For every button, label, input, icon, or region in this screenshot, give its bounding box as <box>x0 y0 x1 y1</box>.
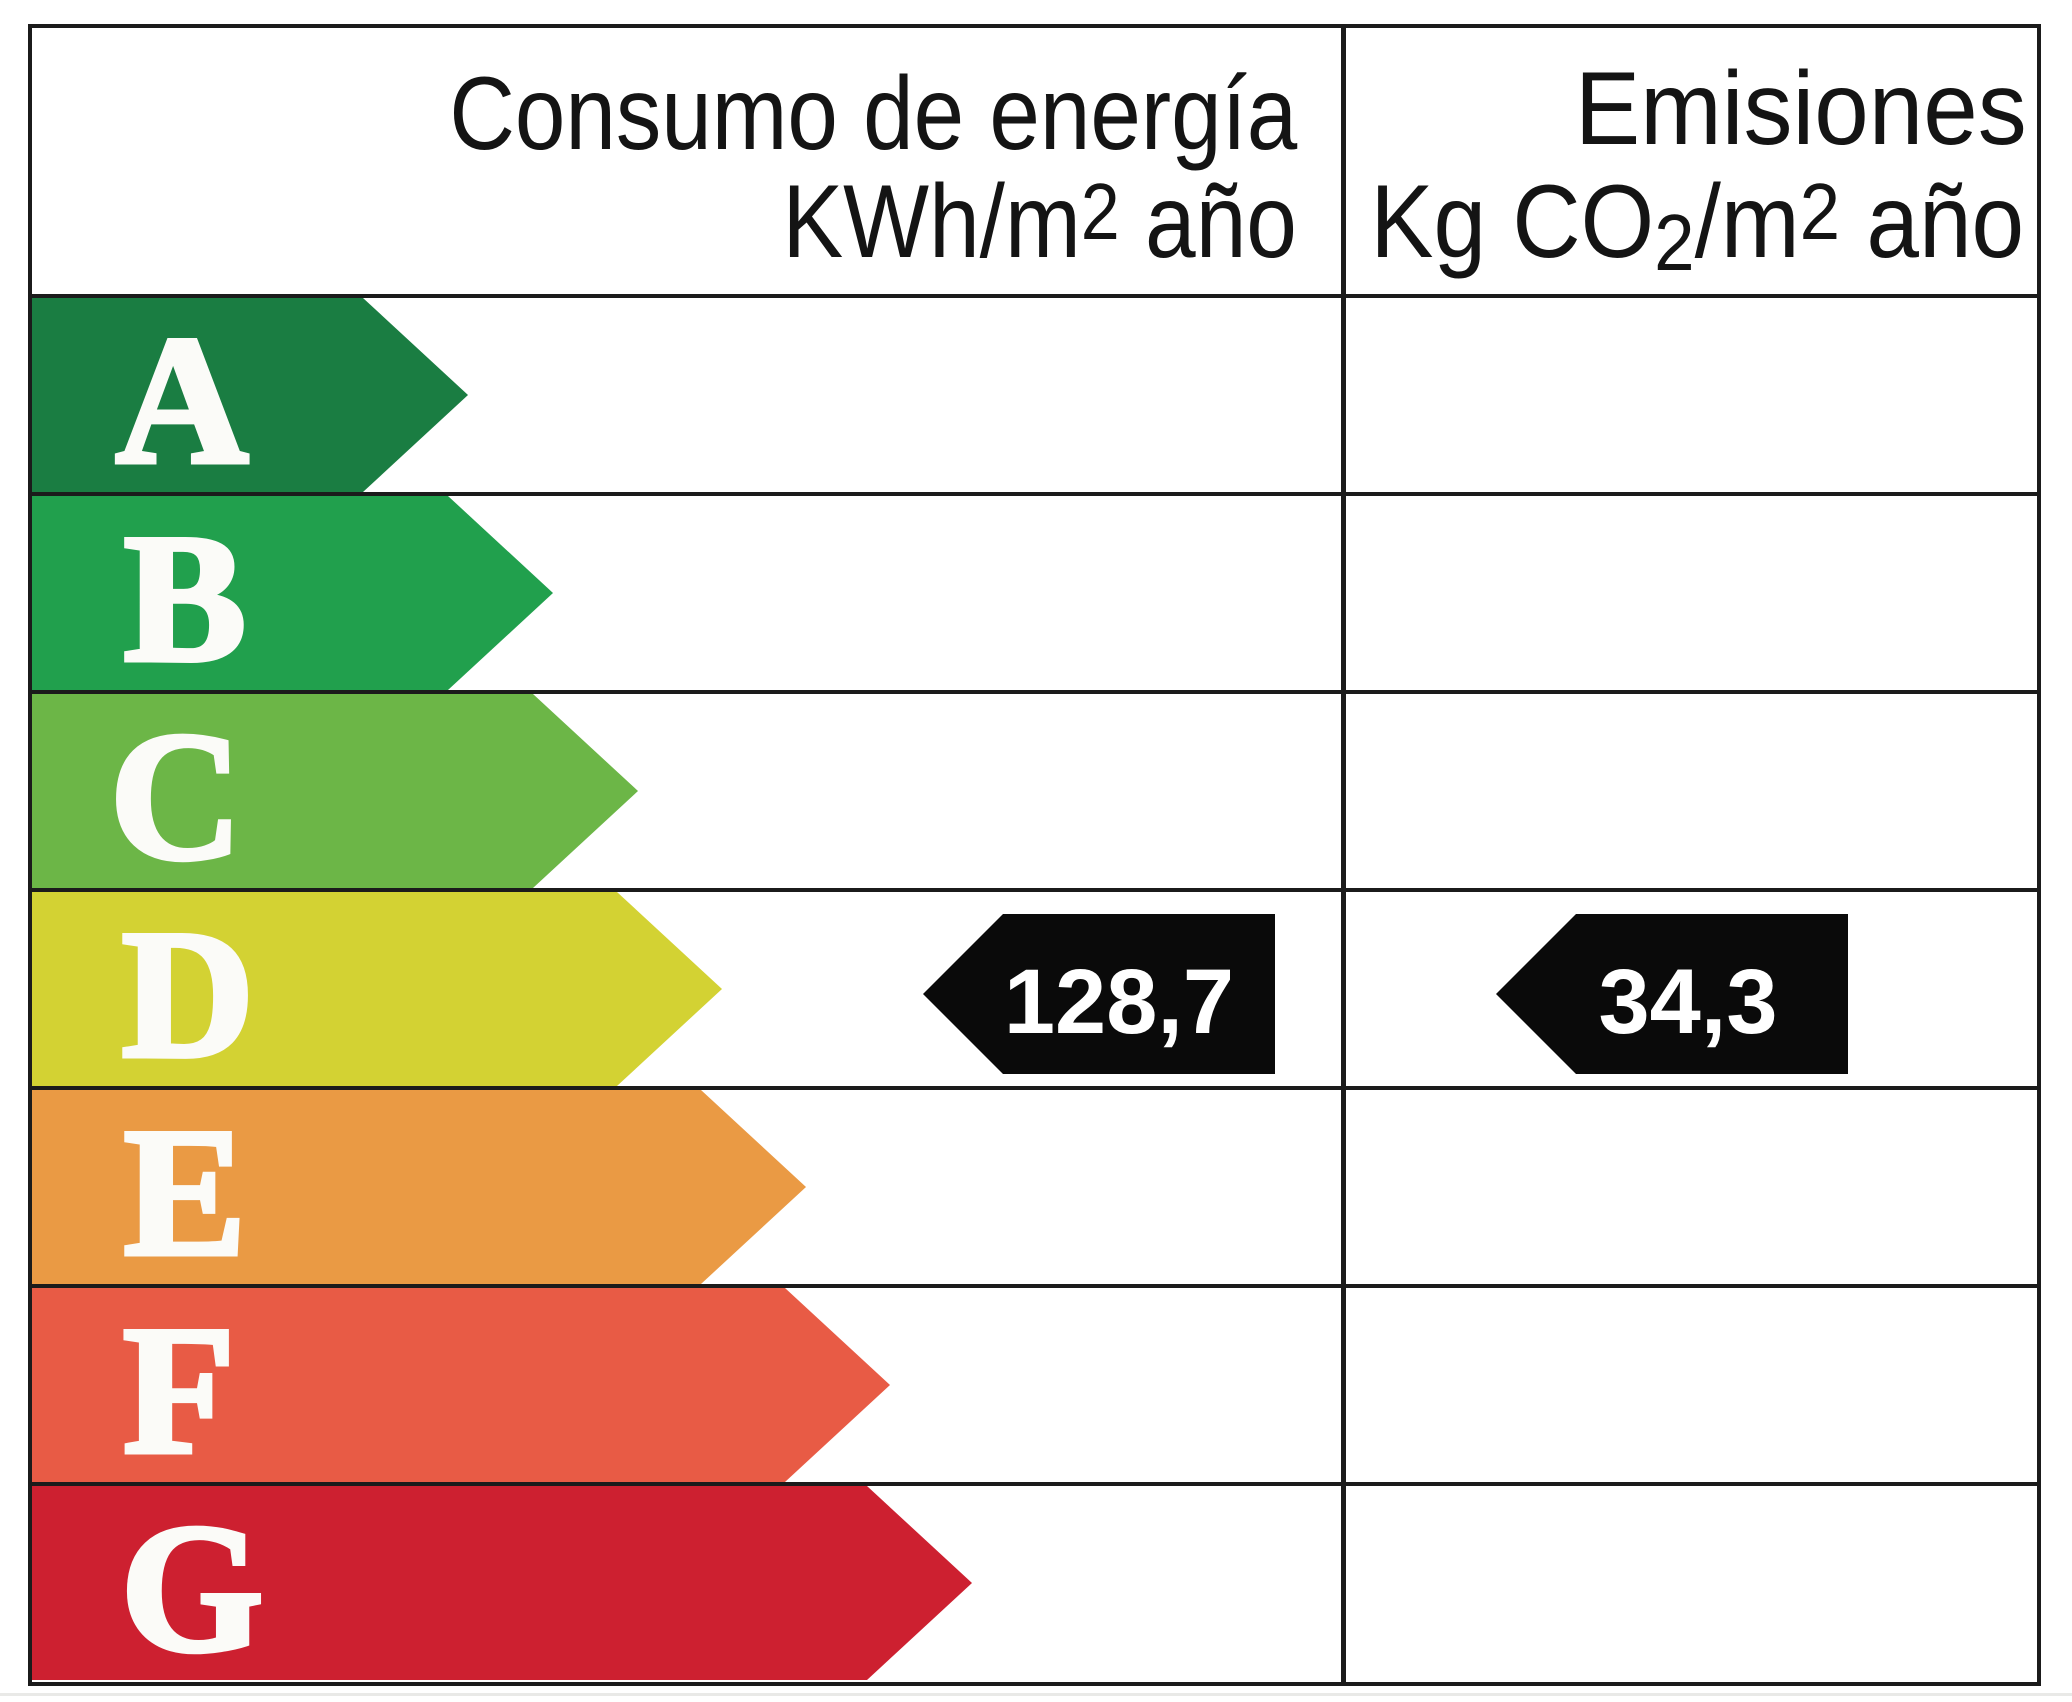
svg-text:128,7: 128,7 <box>1004 951 1234 1053</box>
svg-text:G: G <box>120 1486 263 1680</box>
svg-text:F: F <box>123 1288 235 1482</box>
svg-text:A: A <box>116 298 249 492</box>
svg-text:D: D <box>122 892 255 1086</box>
svg-text:C: C <box>110 694 243 888</box>
svg-text:E: E <box>124 1090 247 1284</box>
svg-text:34,3: 34,3 <box>1598 951 1777 1053</box>
svg-text:B: B <box>124 496 247 690</box>
